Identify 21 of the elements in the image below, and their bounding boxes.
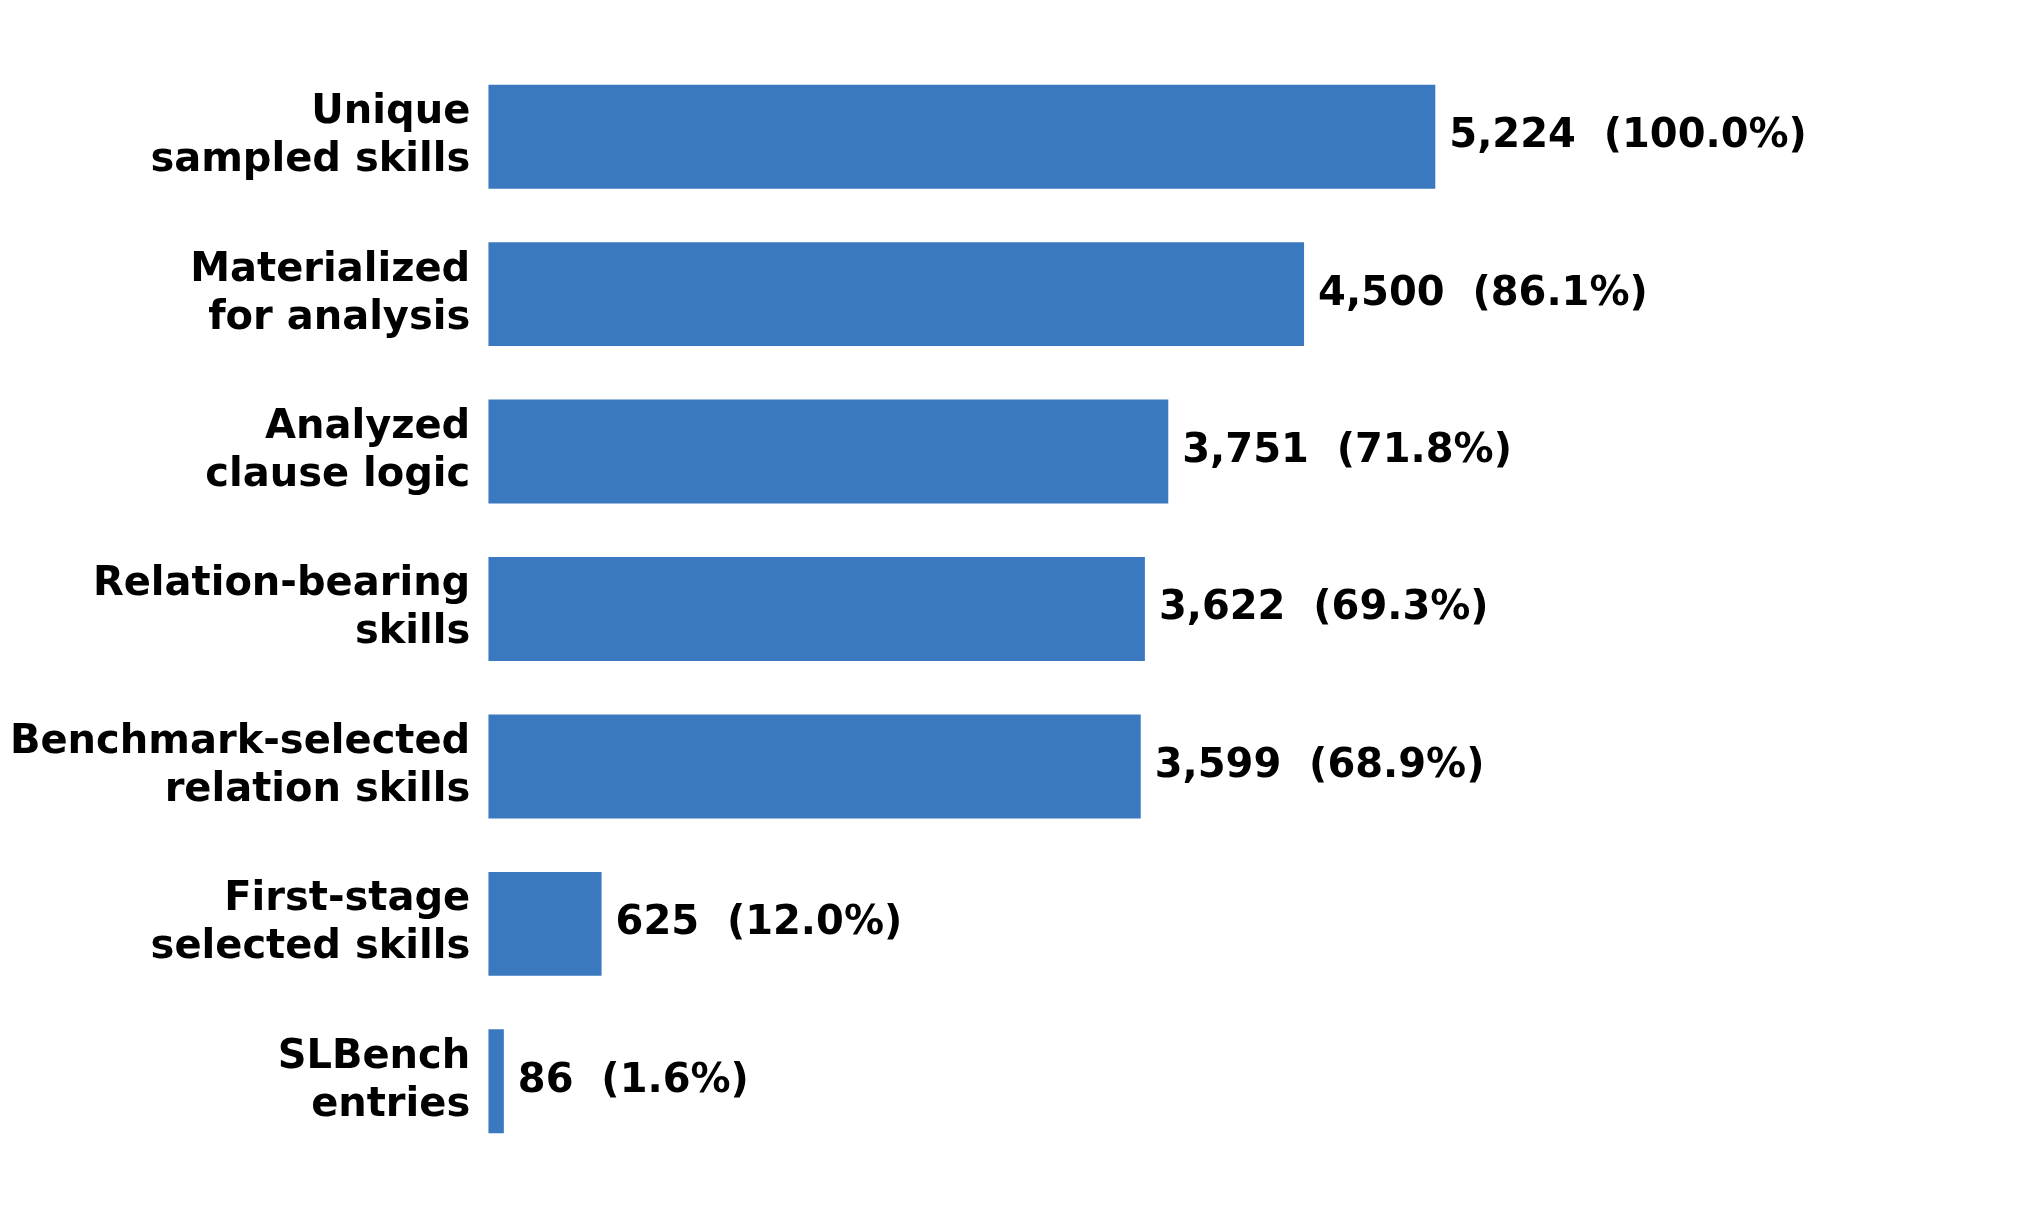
y-tick-label: Analyzed clause logic [205,400,471,495]
bar [488,871,602,976]
y-tick-label: Materialized for analysis [190,243,471,338]
y-tick-label: SLBench entries [277,1030,471,1125]
y-tick-label: First-stage selected skills [150,873,471,968]
bar [488,242,1305,347]
bar [488,84,1436,189]
bar [488,1029,504,1134]
bar [488,714,1141,819]
data-label: 3,751 (71.8%) [1182,424,1512,471]
data-label: 86 (1.6%) [517,1054,749,1101]
data-label: 3,622 (69.3%) [1158,582,1489,629]
y-tick-label: Benchmark-selected relation skills [9,715,471,810]
data-label: 5,224 (100.0%) [1449,110,1807,157]
data-label: 3,599 (68.9%) [1154,739,1485,786]
bar [488,399,1169,504]
data-label: 625 (12.0%) [615,897,903,944]
y-tick-label: Unique sampled skills [150,86,471,181]
bar [488,557,1145,661]
y-tick-label: Relation-bearing skills [92,558,471,653]
data-label: 4,500 (86.1%) [1318,267,1648,314]
